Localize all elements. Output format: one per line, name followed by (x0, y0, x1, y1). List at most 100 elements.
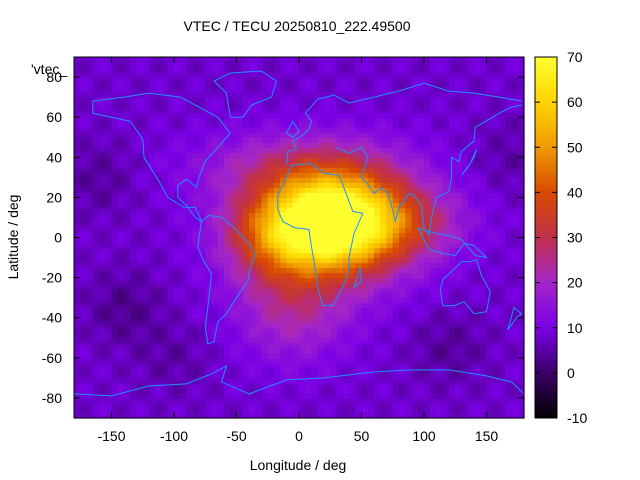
heatmap-cell (311, 62, 319, 68)
heatmap-cell (330, 267, 338, 274)
heatmap-cell (374, 257, 381, 264)
heatmap-cell (286, 72, 294, 78)
heatmap-cell (436, 82, 444, 88)
heatmap-cell (161, 152, 169, 158)
heatmap-cell (192, 92, 200, 98)
heatmap-cell (274, 357, 281, 364)
heatmap-cell (380, 82, 388, 88)
heatmap-cell (105, 267, 113, 274)
heatmap-cell (249, 157, 256, 163)
heatmap-cell (292, 197, 300, 203)
heatmap-cell (80, 327, 88, 334)
heatmap-cell (155, 152, 163, 158)
heatmap-cell (480, 312, 488, 319)
heatmap-cell (461, 162, 469, 168)
heatmap-cell (242, 212, 250, 219)
heatmap-cell (405, 57, 413, 63)
heatmap-cell (99, 232, 106, 239)
heatmap-cell (230, 327, 238, 334)
heatmap-cell (399, 337, 406, 344)
heatmap-cell (442, 57, 450, 63)
heatmap-cell (330, 217, 338, 224)
heatmap-cell (155, 122, 163, 128)
heatmap-cell (417, 187, 425, 193)
heatmap-cell (455, 412, 463, 419)
heatmap-cell (417, 352, 425, 359)
heatmap-cell (324, 382, 331, 389)
heatmap-cell (430, 402, 438, 409)
heatmap-cell (242, 337, 250, 344)
heatmap-cell (224, 252, 231, 259)
heatmap-cell (324, 72, 331, 78)
heatmap-cell (342, 407, 350, 414)
heatmap-cell (192, 222, 200, 229)
heatmap-cell (224, 132, 231, 138)
heatmap-cell (274, 247, 281, 254)
heatmap-cell (374, 337, 381, 344)
heatmap-cell (242, 357, 250, 364)
heatmap-cell (186, 317, 194, 324)
heatmap-cell (261, 312, 269, 319)
heatmap-cell (117, 247, 125, 254)
heatmap-cell (442, 392, 450, 399)
heatmap-cell (305, 357, 313, 364)
heatmap-cell (499, 147, 506, 153)
heatmap-cell (136, 252, 144, 259)
heatmap-cell (205, 62, 213, 68)
heatmap-cell (199, 142, 206, 148)
heatmap-cell (492, 337, 500, 344)
heatmap-cell (174, 177, 181, 183)
heatmap-cell (436, 322, 444, 329)
heatmap-cell (167, 347, 175, 354)
heatmap-cell (74, 377, 81, 384)
heatmap-cell (461, 292, 469, 299)
heatmap-cell (436, 352, 444, 359)
heatmap-cell (105, 362, 113, 369)
heatmap-cell (105, 347, 113, 354)
heatmap-cell (80, 402, 88, 409)
heatmap-cell (486, 337, 494, 344)
heatmap-cell (336, 162, 344, 168)
heatmap-cell (149, 177, 156, 183)
heatmap-cell (286, 327, 294, 334)
heatmap-cell (399, 242, 406, 249)
heatmap-cell (242, 297, 250, 304)
heatmap-cell (305, 347, 313, 354)
heatmap-cell (92, 187, 100, 193)
heatmap-cell (136, 397, 144, 404)
heatmap-cell (186, 397, 194, 404)
heatmap-cell (467, 207, 475, 214)
heatmap-cell (299, 107, 306, 113)
heatmap-cell (224, 62, 231, 68)
heatmap-cell (330, 322, 338, 329)
heatmap-cell (180, 392, 188, 399)
heatmap-cell (92, 177, 100, 183)
heatmap-cell (124, 317, 131, 324)
heatmap-cell (136, 137, 144, 143)
heatmap-cell (305, 92, 313, 98)
heatmap-cell (299, 152, 306, 158)
heatmap-cell (449, 272, 456, 279)
heatmap-cell (386, 117, 394, 123)
heatmap-cell (336, 302, 344, 309)
heatmap-cell (142, 137, 150, 143)
heatmap-cell (486, 407, 494, 414)
heatmap-cell (267, 127, 275, 133)
heatmap-cell (342, 242, 350, 249)
heatmap-cell (149, 192, 156, 198)
heatmap-cell (380, 142, 388, 148)
heatmap-cell (411, 262, 419, 269)
heatmap-cell (299, 222, 306, 229)
heatmap-cell (217, 87, 225, 93)
heatmap-cell (292, 282, 300, 289)
heatmap-cell (267, 312, 275, 319)
heatmap-cell (449, 312, 456, 319)
heatmap-cell (299, 292, 306, 299)
heatmap-cell (286, 197, 294, 203)
heatmap-cell (380, 382, 388, 389)
heatmap-cell (261, 152, 269, 158)
heatmap-cell (224, 167, 231, 173)
heatmap-cell (86, 172, 94, 178)
heatmap-cell (436, 112, 444, 118)
heatmap-cell (374, 72, 381, 78)
